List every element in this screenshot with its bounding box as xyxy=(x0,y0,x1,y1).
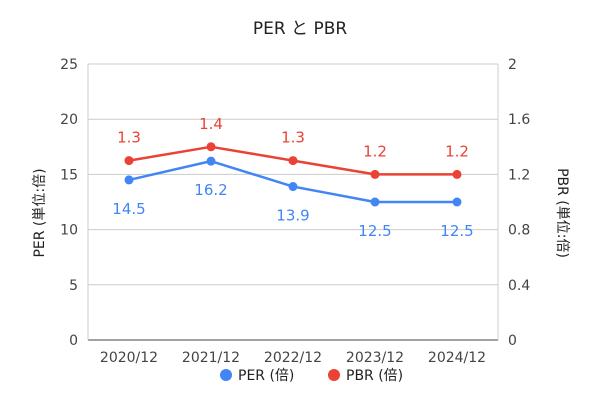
data-label: 1.4 xyxy=(199,115,223,133)
data-label: 12.5 xyxy=(440,222,473,240)
left-axis-label: PER (単位:倍) xyxy=(32,168,48,257)
legend-label: PER (倍) xyxy=(238,368,294,384)
data-point xyxy=(206,156,216,166)
right-tick-label: 1.6 xyxy=(508,112,530,128)
series-line xyxy=(128,159,457,204)
data-label: 12.5 xyxy=(358,222,391,240)
right-axis-label: PBR (単位:倍) xyxy=(554,168,570,258)
legend: PER (倍) PBR (倍) xyxy=(220,368,403,384)
left-tick-label: 0 xyxy=(69,333,78,349)
legend-marker xyxy=(220,369,232,381)
data-label: 1.2 xyxy=(445,142,469,160)
right-tick-label: 1.2 xyxy=(508,167,530,183)
data-point xyxy=(288,156,298,166)
left-tick-label: 20 xyxy=(60,112,78,128)
data-label: 1.3 xyxy=(281,129,305,147)
data-point xyxy=(124,156,134,166)
data-point xyxy=(370,169,380,179)
chart-title: PER と PBR xyxy=(253,19,348,39)
data-label: 1.2 xyxy=(363,142,387,160)
legend-label: PBR (倍) xyxy=(346,368,403,384)
x-tick-label: 2020/12 xyxy=(100,350,158,366)
right-tick-label: 0.8 xyxy=(508,223,530,239)
data-label: 14.5 xyxy=(112,200,145,218)
right-axis-ticks: 0 0.4 0.8 1.2 1.6 2 xyxy=(508,57,530,349)
x-tick-label: 2021/12 xyxy=(182,350,240,366)
data-point xyxy=(206,142,216,152)
left-tick-label: 15 xyxy=(60,167,78,183)
series-layer: 14.5 16.2 13.9 12.5 12.5 1.3 1.4 1.3 1.2 1.2 xyxy=(112,115,473,240)
x-tick-label: 2024/12 xyxy=(428,350,486,366)
data-point xyxy=(370,197,380,207)
right-tick-label: 0.4 xyxy=(508,278,530,294)
data-point xyxy=(452,197,462,207)
left-axis-ticks: 0 5 10 15 20 25 xyxy=(60,57,78,349)
x-tick-label: 2023/12 xyxy=(346,350,404,366)
data-point xyxy=(124,175,134,185)
data-point xyxy=(288,182,298,192)
right-tick-label: 0 xyxy=(508,333,517,349)
data-label: 13.9 xyxy=(276,207,309,225)
left-tick-label: 10 xyxy=(60,223,78,239)
data-point xyxy=(452,169,462,179)
x-tick-label: 2022/12 xyxy=(264,350,322,366)
right-tick-label: 2 xyxy=(508,57,517,73)
legend-marker xyxy=(328,369,340,381)
left-tick-label: 25 xyxy=(60,57,78,73)
data-label: 1.3 xyxy=(117,129,141,147)
data-label: 16.2 xyxy=(194,181,227,199)
x-axis-ticks: 2020/12 2021/12 2022/12 2023/12 2024/12 xyxy=(100,350,486,366)
left-tick-label: 5 xyxy=(69,278,78,294)
series-1: 14.5 16.2 13.9 12.5 12.5 xyxy=(112,156,474,240)
series-2: 1.3 1.4 1.3 1.2 1.2 xyxy=(117,115,469,179)
